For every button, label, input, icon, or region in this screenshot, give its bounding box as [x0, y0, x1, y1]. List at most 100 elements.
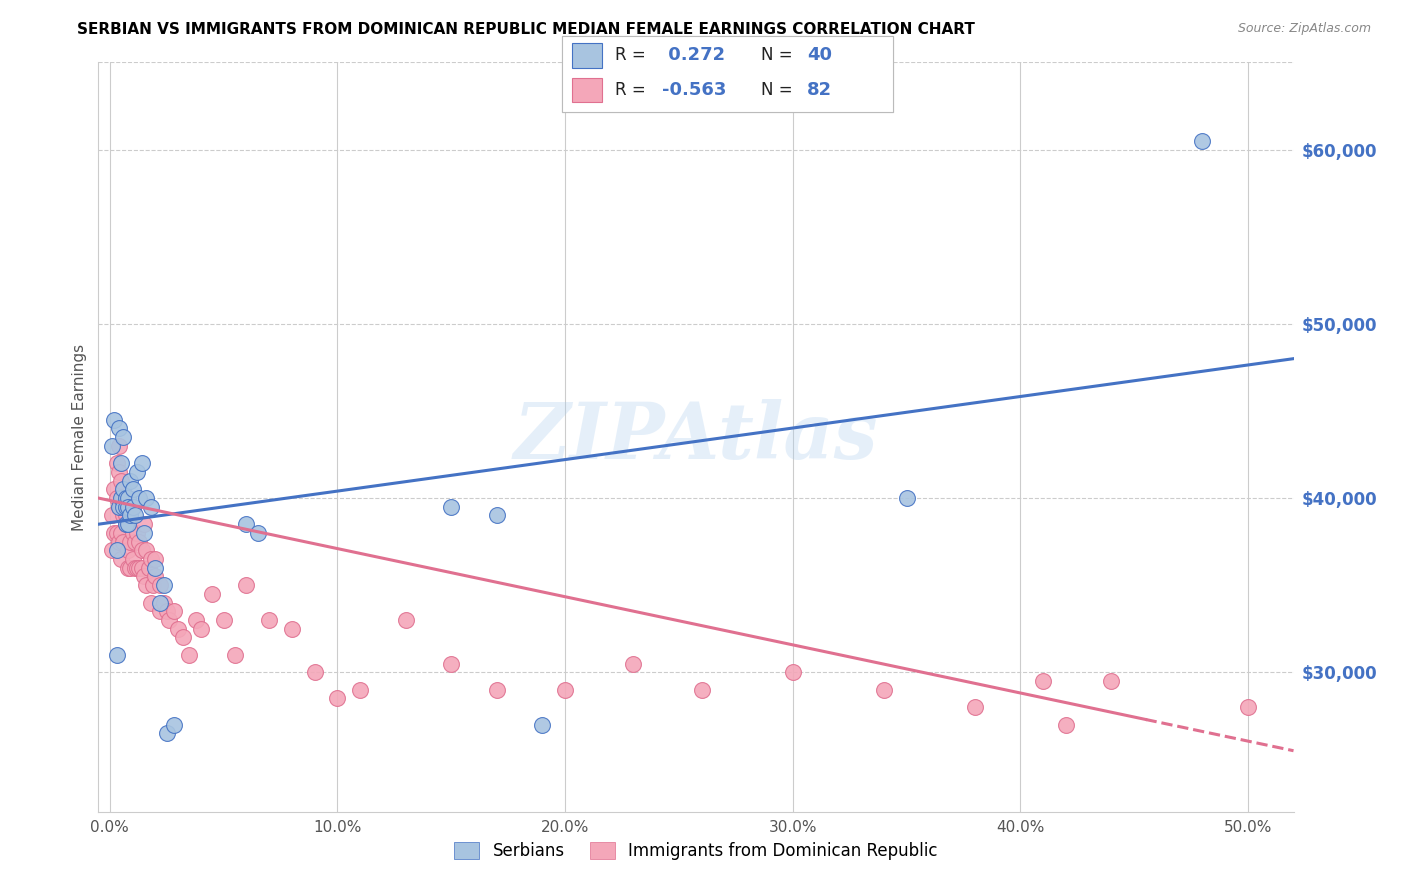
Point — [112, 508, 135, 523]
Point — [485, 682, 508, 697]
Point — [110, 500, 132, 514]
Point — [132, 525, 155, 540]
Point — [110, 552, 132, 566]
Point — [149, 604, 172, 618]
Point — [121, 552, 143, 566]
Point — [235, 517, 257, 532]
Point — [132, 569, 155, 583]
Point — [121, 500, 143, 514]
Point — [186, 613, 208, 627]
Y-axis label: Median Female Earnings: Median Female Earnings — [72, 343, 87, 531]
Point — [139, 552, 162, 566]
Point — [143, 561, 166, 575]
Point — [135, 543, 157, 558]
Point — [117, 517, 139, 532]
Point — [114, 491, 136, 505]
Point — [101, 508, 124, 523]
Text: R =: R = — [616, 81, 645, 99]
Point — [1099, 673, 1122, 688]
Point — [110, 525, 132, 540]
Point — [114, 508, 136, 523]
Point — [127, 561, 149, 575]
Point — [105, 525, 128, 540]
Point — [304, 665, 326, 680]
Text: R =: R = — [616, 46, 645, 64]
Point — [124, 534, 146, 549]
Point — [121, 483, 143, 497]
Point — [110, 474, 132, 488]
Text: N =: N = — [761, 81, 792, 99]
Point — [179, 648, 201, 662]
Point — [108, 439, 131, 453]
Point — [103, 483, 125, 497]
Legend: Serbians, Immigrants from Dominican Republic: Serbians, Immigrants from Dominican Repu… — [447, 836, 945, 867]
Text: Source: ZipAtlas.com: Source: ZipAtlas.com — [1237, 22, 1371, 36]
Point — [103, 525, 125, 540]
Point — [167, 622, 190, 636]
Point — [121, 500, 143, 514]
Point — [142, 578, 165, 592]
Point — [156, 726, 179, 740]
Point — [108, 534, 131, 549]
Point — [114, 517, 136, 532]
Point — [101, 543, 124, 558]
Point — [108, 500, 131, 514]
Point — [156, 604, 179, 618]
Point — [157, 613, 180, 627]
Text: 40: 40 — [807, 46, 832, 64]
Point — [143, 552, 166, 566]
Point — [1032, 673, 1054, 688]
Point — [127, 465, 149, 479]
Point — [235, 578, 257, 592]
Point — [131, 561, 153, 575]
Point — [139, 500, 162, 514]
Point — [149, 596, 172, 610]
Point — [110, 456, 132, 470]
Point — [349, 682, 371, 697]
Point — [124, 561, 146, 575]
Point — [690, 682, 713, 697]
Point — [135, 578, 157, 592]
Point — [135, 491, 157, 505]
Point — [114, 500, 136, 514]
Point — [120, 561, 142, 575]
Point — [120, 474, 142, 488]
Point — [120, 508, 142, 523]
Point — [112, 491, 135, 505]
FancyBboxPatch shape — [562, 36, 893, 112]
Point — [117, 491, 139, 505]
Point — [873, 682, 896, 697]
Point — [1237, 700, 1260, 714]
Point — [117, 491, 139, 505]
Point — [105, 491, 128, 505]
Point — [117, 561, 139, 575]
Point — [131, 456, 153, 470]
Point — [896, 491, 918, 505]
Point — [114, 517, 136, 532]
Point — [117, 517, 139, 532]
Point — [112, 534, 135, 549]
Point — [440, 500, 463, 514]
Point — [124, 508, 146, 523]
Point — [621, 657, 644, 671]
Point — [326, 691, 349, 706]
Point — [120, 534, 142, 549]
Point — [782, 665, 804, 680]
Point — [128, 561, 150, 575]
Point — [1191, 134, 1213, 148]
Point — [108, 500, 131, 514]
Point — [190, 622, 212, 636]
Point — [162, 717, 184, 731]
Point — [108, 465, 131, 479]
Point — [138, 561, 160, 575]
Point — [128, 491, 150, 505]
Point — [101, 439, 124, 453]
Point — [224, 648, 246, 662]
Point — [112, 430, 135, 444]
Point — [395, 613, 418, 627]
Point — [246, 525, 269, 540]
Text: SERBIAN VS IMMIGRANTS FROM DOMINICAN REPUBLIC MEDIAN FEMALE EARNINGS CORRELATION: SERBIAN VS IMMIGRANTS FROM DOMINICAN REP… — [77, 22, 976, 37]
Point — [139, 596, 162, 610]
Text: N =: N = — [761, 46, 792, 64]
Point — [153, 596, 176, 610]
